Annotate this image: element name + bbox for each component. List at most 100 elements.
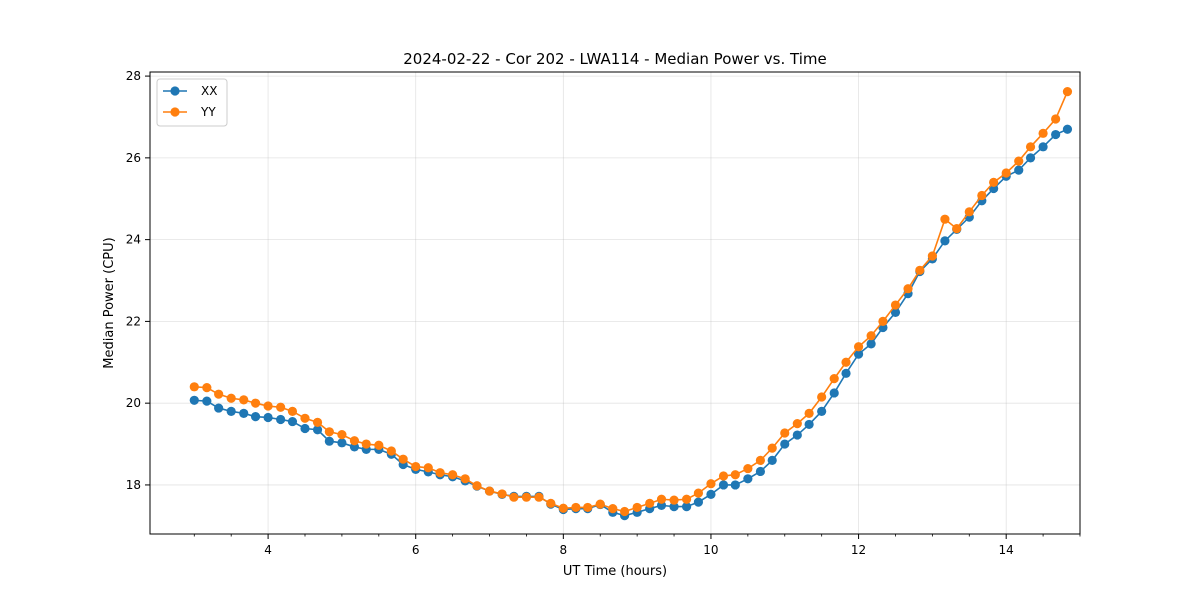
data-point-yy [312,417,323,427]
x-tick-label: 4 [264,543,272,557]
data-point-xx [817,406,827,416]
data-point-xx [890,307,901,318]
data-point-yy [1062,87,1073,97]
data-point-yy [927,251,937,261]
data-point-xx [1038,142,1048,152]
data-point-yy [878,316,888,326]
chart-title: 2024-02-22 - Cor 202 - LWA114 - Median P… [403,50,827,68]
data-point-yy [521,492,532,502]
data-point-yy [841,357,851,367]
data-point-yy [792,419,802,429]
data-point-xx [743,474,753,484]
data-point-yy [718,471,729,481]
data-point-yy [202,383,212,393]
x-tick-label: 10 [703,543,718,557]
data-point-xx [866,339,876,349]
data-point-yy [1014,156,1024,166]
data-point-yy [276,402,286,412]
data-point-yy [817,392,827,402]
y-tick-label: 26 [126,151,141,165]
data-point-yy [398,454,408,464]
data-point-xx [324,436,334,446]
data-point-yy [534,492,544,502]
plot-area-frame [149,71,1081,535]
x-tick-label: 6 [412,543,420,557]
data-point-yy [681,494,692,504]
data-point-yy [693,488,704,498]
data-point-xx [853,349,864,359]
data-point-yy [214,389,224,399]
data-point-yy [890,300,901,310]
data-point-yy [509,492,519,502]
data-point-yy [263,401,273,411]
data-point-yy [239,395,249,405]
series-line-xx [194,128,1068,517]
data-point-yy [324,427,334,437]
legend-label-xx: XX [201,84,217,98]
data-point-xx [276,414,286,425]
data-point-yy [349,436,360,446]
data-point-xx [202,396,212,406]
data-point-yy [423,463,433,473]
data-point-xx [250,412,261,422]
y-tick-label: 24 [126,233,141,247]
legend-label-yy: YY [200,105,216,119]
data-point-yy [853,342,864,352]
data-point-yy [595,499,605,509]
data-point-xx [755,466,766,477]
data-point-yy [287,406,298,416]
data-point-xx [312,425,323,435]
legend-marker-yy [170,107,180,117]
data-point-xx [1062,124,1073,134]
data-point-xx [263,412,273,423]
data-point-yy [337,430,347,440]
data-point-yy [706,479,716,489]
data-point-xx [804,419,814,430]
x-axis: 4 6 8 10 12 14 [193,534,1081,557]
y-tick-label: 20 [126,396,141,410]
data-point-yy [964,207,974,217]
data-point-xx [1014,165,1024,175]
data-point-yy [571,502,581,513]
data-point-yy [374,440,384,450]
x-tick-label: 8 [560,543,568,557]
data-point-yy [730,470,740,480]
data-point-yy [903,284,913,294]
data-point-yy [250,398,261,408]
data-point-yy [743,463,753,474]
data-point-xx [767,455,777,466]
data-point-yy [1051,114,1061,124]
x-axis-label: UT Time (hours) [563,564,667,579]
data-point-yy [632,502,642,513]
y-tick-label: 28 [126,69,141,83]
data-point-yy [497,489,507,499]
data-point-yy [989,177,999,187]
data-point-xx [669,502,679,512]
data-point-xx [681,502,692,512]
data-point-xx [239,408,249,418]
data-point-xx [706,489,716,499]
y-axis-label: Median Power (CPU) [102,237,117,368]
data-point-yy [645,498,655,508]
x-tick-label: 14 [999,543,1014,557]
data-point-yy [189,382,199,392]
gridlines [150,72,1080,534]
data-point-yy [558,503,568,513]
data-point-xx [841,368,851,378]
data-point-yy [1001,168,1011,178]
data-point-yy [583,502,593,513]
data-point-yy [977,190,987,201]
data-point-yy [361,439,371,449]
data-point-xx [1025,153,1036,163]
data-point-yy [472,481,482,491]
series-line-yy [194,91,1069,513]
data-point-yy [866,331,876,341]
data-point-yy [608,504,618,514]
y-axis: 18 20 22 24 26 28 [126,69,150,492]
data-point-xx [337,438,347,448]
data-point-yy [619,506,630,517]
data-point-yy [1025,142,1036,152]
data-point-yy [226,393,236,403]
data-point-xx [718,480,729,490]
